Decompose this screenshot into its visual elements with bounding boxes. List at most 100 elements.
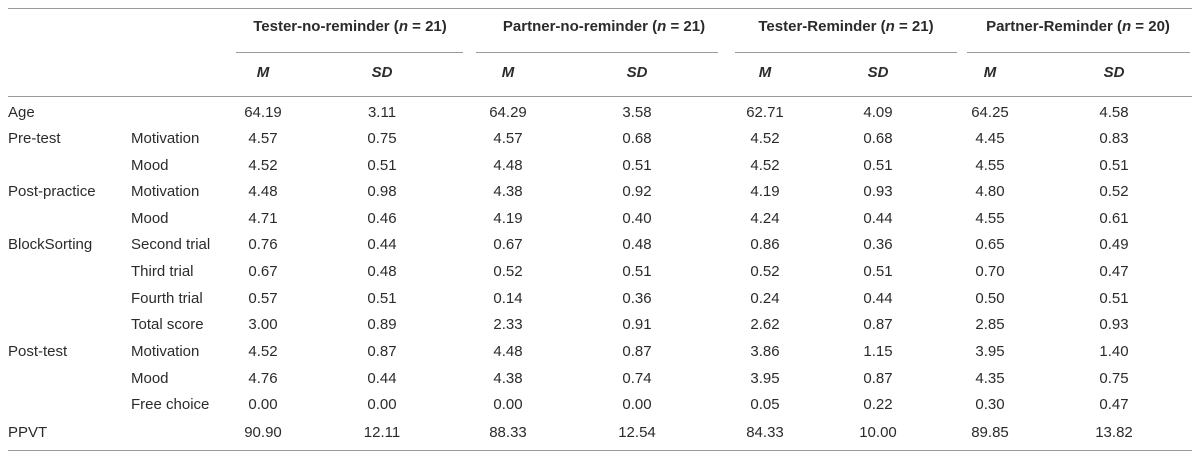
table-cell-value: 64.29 — [489, 104, 527, 121]
table-cell-value: 0.86 — [750, 236, 780, 253]
table-cell-value: 0.51 — [1099, 290, 1129, 307]
table-cell-value: 0.57 — [248, 290, 278, 307]
table-cell-value: 0.46 — [367, 210, 397, 227]
table-cell-value: 0.47 — [1099, 263, 1129, 280]
group-header: Partner-Reminder (n = 20) — [948, 18, 1200, 36]
table-cell-value: 0.68 — [863, 130, 893, 147]
table-cell-value: 4.57 — [248, 130, 278, 147]
table-cell-value: 84.33 — [746, 424, 784, 441]
group-header: Tester-no-reminder (n = 21) — [220, 18, 480, 36]
table-cell-value: 0.87 — [863, 316, 893, 333]
table-cell-value: 0.75 — [367, 130, 397, 147]
table-cell-value: 12.11 — [363, 424, 401, 441]
table-cell-value: 0.00 — [367, 396, 397, 413]
table-cell-value: 0.44 — [863, 290, 893, 307]
table-cell-value: 88.33 — [489, 424, 527, 441]
table-cell-value: 0.51 — [622, 157, 652, 174]
stat-header: SD — [371, 64, 393, 81]
table-cell-value: 4.24 — [750, 210, 780, 227]
table-cell-value: 2.62 — [750, 316, 780, 333]
row-measure-label: Free choice — [131, 396, 210, 413]
table-cell-value: 4.35 — [975, 370, 1005, 387]
table-cell-value: 0.61 — [1099, 210, 1129, 227]
table-cell-value: 0.00 — [493, 396, 523, 413]
row-section-label: Post-practice — [8, 183, 96, 200]
table-cell-value: 3.95 — [750, 370, 780, 387]
table-cell-value: 12.54 — [618, 424, 656, 441]
group-underline — [476, 52, 718, 53]
paren-open: ( — [389, 18, 399, 35]
table-cell-value: 0.83 — [1099, 130, 1129, 147]
row-measure-label: Second trial — [131, 236, 211, 253]
row-section-label: PPVT — [8, 424, 48, 441]
table-cell-value: 3.95 — [975, 343, 1005, 360]
table-cell-value: 89.85 — [971, 424, 1009, 441]
row-measure-label: Mood — [131, 157, 169, 174]
table-cell-value: 4.45 — [975, 130, 1005, 147]
table-cell-value: 4.57 — [493, 130, 523, 147]
table-cell-value: 64.19 — [244, 104, 282, 121]
table-cell-value: 90.90 — [244, 424, 282, 441]
table-cell-value: 0.92 — [622, 183, 652, 200]
row-section-label: Post-test — [8, 343, 68, 360]
n-value: 20 — [1148, 18, 1165, 35]
table-cell-value: 0.22 — [863, 396, 893, 413]
table-cell-value: 0.52 — [1099, 183, 1129, 200]
table-cell-value: 0.91 — [622, 316, 652, 333]
row-measure-label: Total score — [131, 316, 204, 333]
table-cell-value: 0.51 — [1099, 157, 1129, 174]
row-section-label: BlockSorting — [8, 236, 93, 253]
group-name: Tester-Reminder — [758, 18, 877, 35]
table-cell-value: 0.51 — [863, 263, 893, 280]
table-cell-value: 3.86 — [750, 343, 780, 360]
table-cell-value: 1.15 — [863, 343, 893, 360]
stat-header: M — [758, 64, 772, 81]
group-name: Partner-no-reminder — [502, 18, 648, 35]
row-measure-label: Third trial — [131, 263, 194, 280]
table-cell-value: 0.67 — [493, 236, 523, 253]
group-underline — [236, 52, 463, 53]
table-cell-value: 2.85 — [975, 316, 1005, 333]
stat-header: M — [501, 64, 515, 81]
table-cell-value: 0.44 — [367, 236, 397, 253]
table-cell-value: 0.67 — [248, 263, 278, 280]
table-cell-value: 0.89 — [367, 316, 397, 333]
table-cell-value: 4.19 — [750, 183, 780, 200]
table-cell-value: 0.51 — [863, 157, 893, 174]
table-cell-value: 4.38 — [493, 183, 523, 200]
table-cell-value: 0.93 — [863, 183, 893, 200]
row-measure-label: Fourth trial — [131, 290, 203, 307]
table-cell-value: 0.30 — [975, 396, 1005, 413]
n-value: 21 — [911, 18, 929, 35]
table-cell-value: 4.55 — [975, 210, 1005, 227]
row-measure-label: Mood — [131, 370, 169, 387]
table-cell-value: 0.44 — [863, 210, 893, 227]
table-cell-value: 4.52 — [248, 157, 278, 174]
table-cell-value: 0.87 — [622, 343, 652, 360]
row-section-label: Age — [8, 104, 35, 121]
table-top-rule — [8, 8, 1192, 9]
table-cell-value: 0.40 — [622, 210, 652, 227]
table-cell-value: 0.05 — [750, 396, 780, 413]
table-cell-value: 13.82 — [1095, 424, 1133, 441]
table-cell-value: 4.52 — [248, 343, 278, 360]
table-cell-value: 0.14 — [493, 290, 523, 307]
table-cell-value: 64.25 — [971, 104, 1009, 121]
table-cell-value: 0.74 — [622, 370, 652, 387]
row-measure-label: Motivation — [131, 183, 200, 200]
table-cell-value: 4.48 — [248, 183, 278, 200]
group-underline — [735, 52, 957, 53]
table-cell-value: 0.48 — [622, 236, 652, 253]
table-cell-value: 0.51 — [367, 290, 397, 307]
table-cell-value: 0.76 — [248, 236, 278, 253]
group-name: Tester-no-reminder — [253, 18, 390, 35]
group-header: Partner-no-reminder (n = 21) — [474, 18, 734, 36]
paren-open: ( — [1112, 18, 1122, 35]
n-value: 21 — [425, 18, 442, 35]
table-cell-value: 0.52 — [750, 263, 780, 280]
stat-header: SD — [1103, 64, 1125, 81]
table-cell-value: 10.00 — [859, 424, 897, 441]
paren-open: ( — [647, 18, 658, 35]
table-cell-value: 0.75 — [1099, 370, 1129, 387]
paren-open: ( — [876, 18, 886, 35]
